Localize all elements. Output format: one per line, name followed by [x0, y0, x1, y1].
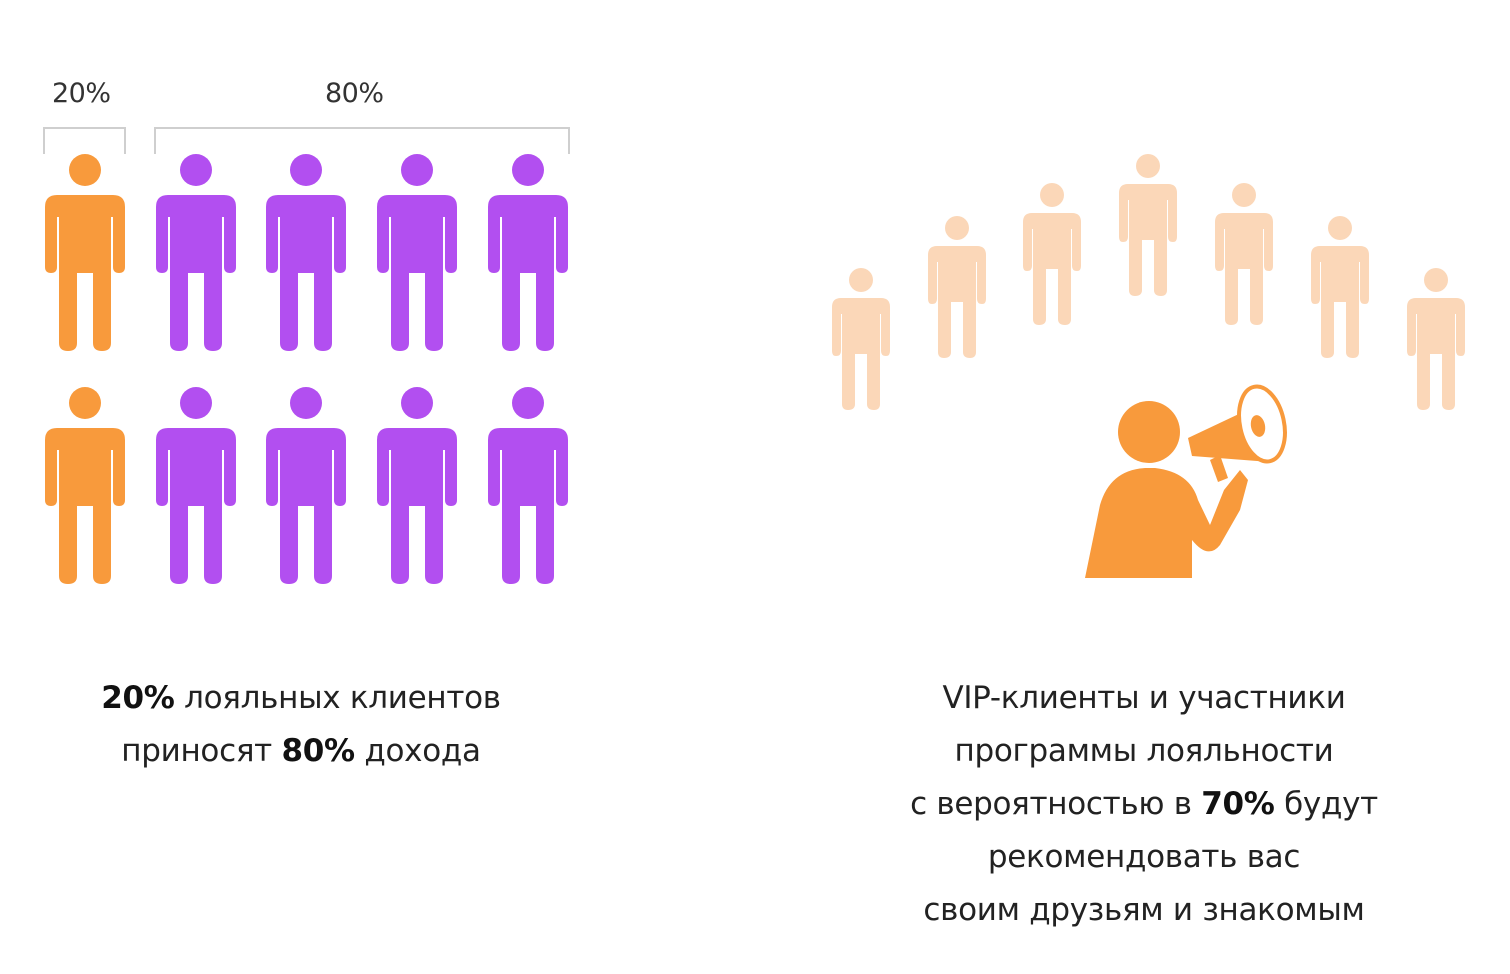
crowd-person-icon: [1311, 216, 1369, 358]
person-icon: [266, 154, 346, 351]
caption-right-line4: рекомендовать вас: [987, 839, 1301, 875]
person-icon: [377, 154, 457, 351]
crowd-person-icon: [1023, 183, 1081, 325]
people-grid: [45, 154, 568, 584]
caption-left-line2: приносят 80% дохода: [121, 733, 481, 769]
person-icon: [266, 387, 346, 584]
person-icon-highlighted: [45, 387, 125, 584]
megaphone-icon: [1188, 384, 1287, 482]
bracket-20-percent: [43, 127, 126, 154]
caption-right-line5: своим друзьям и знакомым: [923, 892, 1365, 928]
label-20-percent: 20%: [52, 78, 111, 109]
crowd-person-icon: [832, 268, 890, 410]
caption-right-line3: с вероятностью в 70% будут: [910, 786, 1378, 822]
person-icon: [488, 387, 568, 584]
group-brackets: [43, 127, 570, 154]
person-icon: [156, 154, 236, 351]
caption-left-line1: 20% лояльных клиентов: [101, 680, 501, 716]
speaker-illustration: [832, 154, 1465, 578]
person-icon: [377, 387, 457, 584]
label-80-percent: 80%: [325, 78, 384, 109]
person-icon: [488, 154, 568, 351]
crowd-person-icon: [1407, 268, 1465, 410]
person-icon: [156, 387, 236, 584]
caption-right: VIP-клиенты и участники программы лояльн…: [838, 672, 1450, 937]
crowd-person-icon: [928, 216, 986, 358]
caption-right-line1: VIP-клиенты и участники: [942, 680, 1346, 716]
bracket-80-percent: [154, 127, 570, 154]
speaker-person-icon: [1085, 401, 1248, 578]
person-icon-highlighted: [45, 154, 125, 351]
caption-left: 20% лояльных клиентов приносят 80% доход…: [0, 672, 602, 778]
crowd-person-icon: [1119, 154, 1177, 296]
crowd-person-icon: [1215, 183, 1273, 325]
caption-right-line2: программы лояльности: [954, 733, 1334, 769]
